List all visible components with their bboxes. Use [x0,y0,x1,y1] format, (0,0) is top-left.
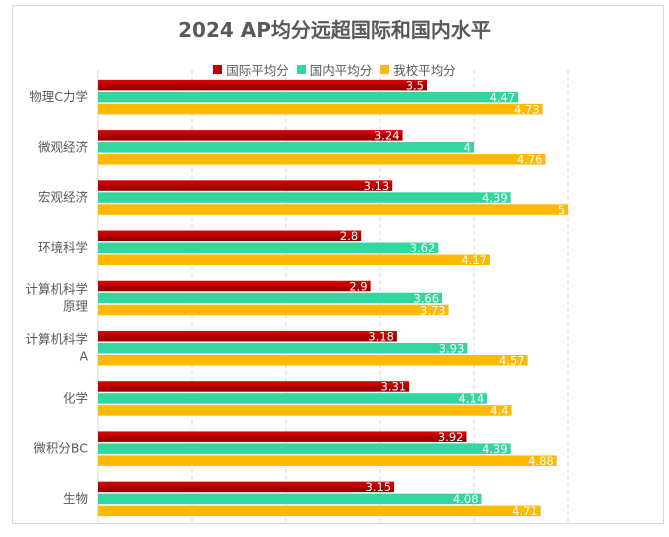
data-label: 4.39 [482,191,508,205]
bar-2-3 [98,254,490,266]
data-label: 4.47 [490,90,516,104]
bar-2-8 [98,505,541,517]
data-label: 3.13 [364,179,390,193]
legend: 国际平均分 国内平均分 我校平均分 [0,60,669,79]
data-label: 4.4 [490,404,508,418]
category-label: 环境科学 [38,240,88,255]
data-label: 3.66 [413,291,439,305]
data-label: 4 [464,141,471,155]
data-label: 3.73 [420,303,446,317]
data-label: 4.57 [499,353,525,367]
data-label: 3.15 [365,480,391,494]
bar-2-6 [98,405,512,416]
bar-1-6 [98,393,488,404]
data-label: 3.92 [438,430,464,444]
category-label: 宏观经济 [38,190,89,205]
data-label: 4.39 [482,442,508,456]
legend-label: 国内平均分 [309,63,373,78]
data-label: 4.71 [512,504,538,518]
data-label: 4.14 [459,392,485,406]
legend-swatch [213,65,223,74]
legend-item-school: 我校平均分 [380,60,456,79]
category-label: 物理C力学 [29,89,88,104]
legend-label: 我校平均分 [393,63,456,78]
legend-item-international: 国际平均分 [213,60,289,79]
bar-1-5 [98,342,468,354]
bar-0-2 [98,180,393,191]
category-label: 微积分BC [33,441,88,456]
bar-2-2 [98,204,568,215]
category-label: 生物 [63,491,88,506]
data-label: 4.17 [461,253,487,267]
data-label: 4.88 [528,454,554,468]
bar-0-5 [98,330,397,342]
data-label: 3.93 [439,341,465,355]
data-label: 4.76 [517,153,543,167]
data-label: 4.08 [453,492,479,506]
bar-1-3 [98,242,439,254]
bar-2-7 [98,455,557,466]
legend-swatch [380,65,390,74]
bar-2-5 [98,354,528,366]
data-label: 3.62 [410,241,436,255]
bar-0-0 [98,79,427,91]
bar-0-7 [98,431,467,442]
data-label: 4.73 [514,102,540,116]
bar-1-7 [98,443,511,454]
bar-0-6 [98,381,410,392]
category-label: 计算机科学 A [25,332,88,364]
bar-2-0 [98,103,543,115]
bar-0-3 [98,230,362,242]
category-label: 微观经济 [38,139,89,154]
bar-1-8 [98,493,482,505]
data-label: 2.8 [340,229,358,243]
legend-item-domestic: 国内平均分 [296,60,373,79]
bar-2-1 [98,154,546,165]
category-label: 计算机科学原理 [25,282,88,314]
data-label: 5 [558,203,565,217]
data-label: 2.9 [349,279,367,293]
legend-swatch [296,65,306,74]
bar-0-4 [98,280,371,292]
bar-1-1 [98,142,474,153]
bar-2-4 [98,304,449,316]
bar-1-0 [98,91,519,103]
category-label: 化学 [63,390,88,405]
bar-0-1 [98,130,403,141]
bar-1-2 [98,192,511,203]
bar-0-8 [98,481,395,493]
data-label: 3.24 [374,129,400,143]
data-label: 3.5 [406,78,424,92]
data-label: 3.18 [368,329,394,343]
legend-label: 国际平均分 [226,63,289,78]
bar-1-4 [98,292,443,304]
chart-title: 2024 AP均分远超国际和国内水平 [178,18,491,42]
data-label: 3.31 [381,380,407,394]
